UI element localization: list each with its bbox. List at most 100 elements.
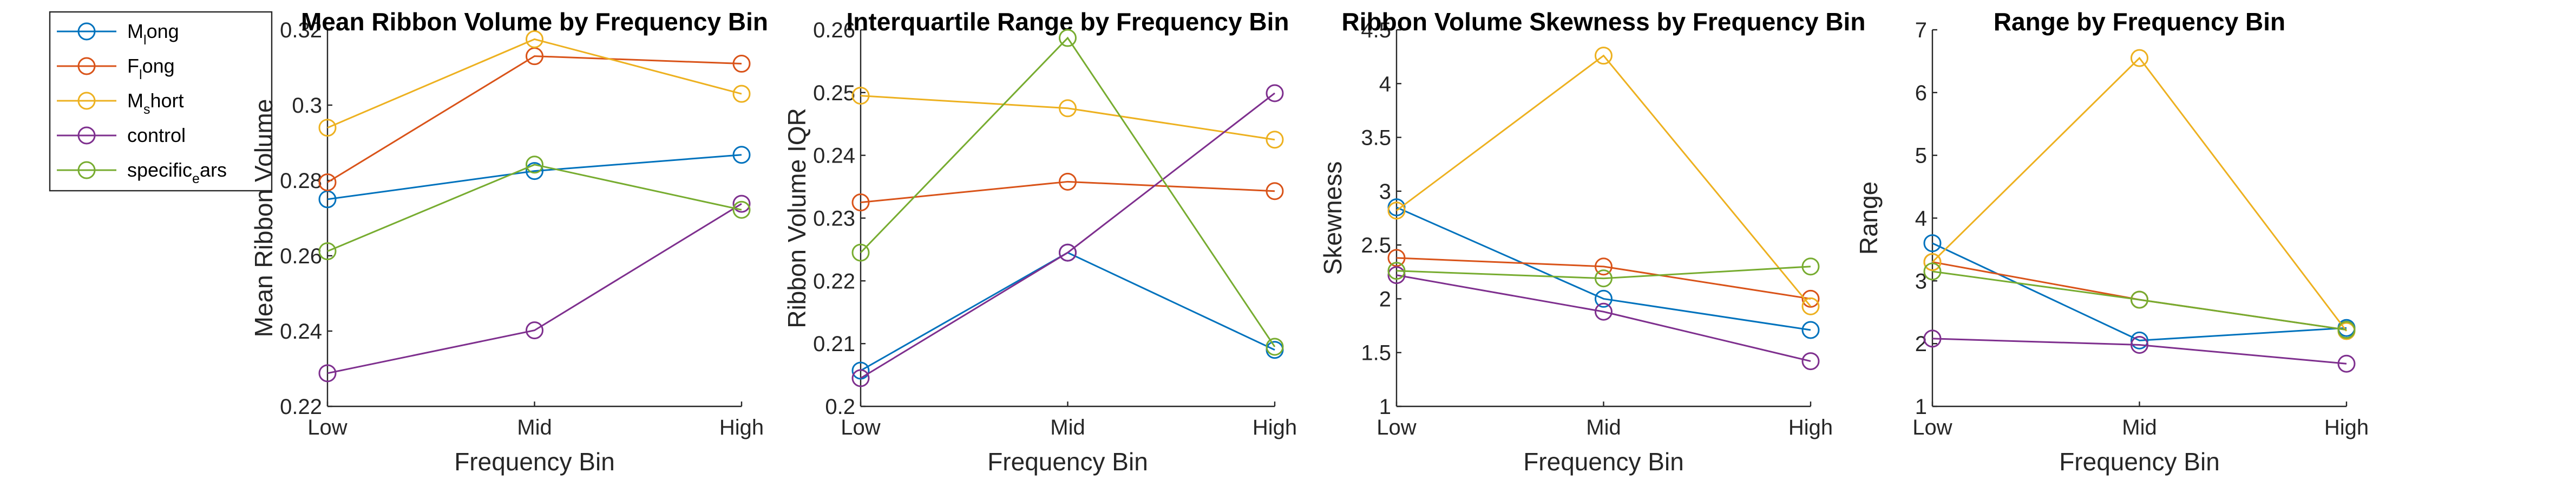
- y-tick-label: 3: [1915, 269, 1927, 293]
- y-tick-label: 2.5: [1361, 234, 1391, 257]
- legend-entry: Mshort: [57, 89, 184, 117]
- data-point-marker: [732, 195, 751, 213]
- chart-title: Ribbon Volume Skewness by Frequency Bin: [1342, 8, 1866, 36]
- x-axis-title: Frequency Bin: [1523, 448, 1684, 476]
- y-tick-label: 0.22: [813, 269, 855, 293]
- data-point-marker: [1801, 257, 1820, 276]
- x-tick-label: Mid: [517, 416, 552, 439]
- chart-title: Range by Frequency Bin: [1994, 8, 2285, 36]
- y-tick-label: 0.22: [280, 395, 322, 419]
- series-line: [860, 95, 1275, 141]
- series-group: [1387, 198, 1820, 339]
- data-point-marker: [526, 321, 543, 340]
- series-group: [1923, 329, 2356, 373]
- x-tick-label: Low: [1377, 416, 1416, 439]
- legend-label-main: M: [127, 89, 143, 112]
- x-tick-label: Mid: [1050, 416, 1085, 439]
- data-point-marker: [1266, 182, 1284, 200]
- data-point-marker: [1266, 84, 1284, 102]
- y-tick-label: 0.25: [813, 81, 855, 105]
- series-group: [851, 172, 1284, 212]
- data-point-marker: [1387, 266, 1406, 284]
- data-point-marker: [1801, 321, 1820, 339]
- y-tick-label: 1: [1379, 395, 1391, 419]
- y-tick-label: 7: [1915, 18, 1927, 42]
- series-line: [1396, 274, 1811, 363]
- data-point-marker: [1923, 234, 1942, 253]
- series-line: [1932, 270, 2347, 331]
- data-point-marker: [1059, 243, 1077, 262]
- y-axis-title: Mean Ribbon Volume: [250, 99, 278, 338]
- series-group: [851, 29, 1284, 356]
- data-point-marker: [318, 173, 337, 191]
- legend-label-subscript: l: [143, 33, 147, 48]
- y-tick-label: 2: [1379, 287, 1391, 311]
- data-point-marker: [1595, 257, 1613, 276]
- x-tick-label: Low: [841, 416, 880, 439]
- legend-label-rest: hort: [150, 89, 184, 112]
- data-point-marker: [1923, 329, 1942, 348]
- x-tick-label: High: [719, 416, 764, 439]
- legend-marker-sample: [77, 92, 96, 110]
- series-group: [318, 47, 751, 191]
- series-group: [318, 156, 751, 261]
- data-point-marker: [2131, 49, 2148, 67]
- data-point-marker: [318, 364, 337, 383]
- legend-entry: Flong: [57, 55, 175, 82]
- series-line: [1932, 338, 2347, 365]
- legend-label-subscript: e: [192, 171, 200, 186]
- data-point-marker: [1595, 302, 1613, 321]
- legend-label-rest: ong: [147, 20, 179, 42]
- data-point-marker: [732, 85, 751, 103]
- data-point-marker: [526, 156, 543, 174]
- series-group: [1387, 47, 1820, 315]
- series-line: [860, 180, 1275, 204]
- data-point-marker: [1387, 249, 1406, 267]
- legend-entry: control: [57, 124, 186, 146]
- series-group: [1387, 249, 1820, 308]
- legend-label-main: M: [127, 20, 143, 42]
- data-point-marker: [732, 55, 751, 73]
- data-point-marker: [1387, 202, 1406, 220]
- series-group: [318, 30, 751, 137]
- y-tick-label: 1.5: [1361, 341, 1391, 365]
- data-point-marker: [1059, 99, 1077, 118]
- data-point-marker: [851, 193, 870, 212]
- x-tick-label: Mid: [1586, 416, 1621, 439]
- legend-marker-sample: [77, 126, 96, 145]
- legend-label-subscript: l: [139, 67, 142, 82]
- series-line: [327, 203, 742, 374]
- legend-marker-sample: [77, 161, 96, 179]
- series-group: [851, 243, 1284, 380]
- y-tick-label: 6: [1915, 81, 1927, 105]
- series-line: [327, 164, 742, 253]
- data-point-marker: [526, 30, 543, 48]
- series-group: [318, 146, 751, 209]
- legend-label-main: control: [127, 124, 186, 146]
- legend-label-subscript: s: [143, 102, 150, 117]
- data-point-marker: [1387, 262, 1406, 280]
- x-axis-title: Frequency Bin: [454, 448, 615, 476]
- legend-marker-sample: [77, 22, 96, 41]
- y-axis-title: Range: [1854, 182, 1883, 255]
- data-point-marker: [1059, 29, 1077, 47]
- series-line: [1396, 206, 1811, 331]
- data-point-marker: [1923, 262, 1942, 281]
- chart-panel: 0.2 0.21 0.22 0.23 0.24 0.25 0.26 Low Mid High Int…: [783, 8, 1297, 476]
- data-point-marker: [2131, 290, 2148, 309]
- data-point-marker: [318, 242, 337, 261]
- data-point-marker: [1266, 338, 1284, 356]
- y-tick-label: 4: [1915, 207, 1927, 231]
- x-tick-label: High: [1253, 416, 1297, 439]
- y-tick-label: 0.21: [813, 332, 855, 356]
- x-tick-label: Low: [1912, 416, 1952, 439]
- data-point-marker: [1059, 172, 1077, 191]
- x-tick-label: High: [2324, 416, 2369, 439]
- x-tick-label: Mid: [2122, 416, 2157, 439]
- y-axis-title: Ribbon Volume IQR: [783, 108, 811, 328]
- series-line: [1396, 54, 1812, 307]
- y-tick-label: 5: [1915, 144, 1927, 168]
